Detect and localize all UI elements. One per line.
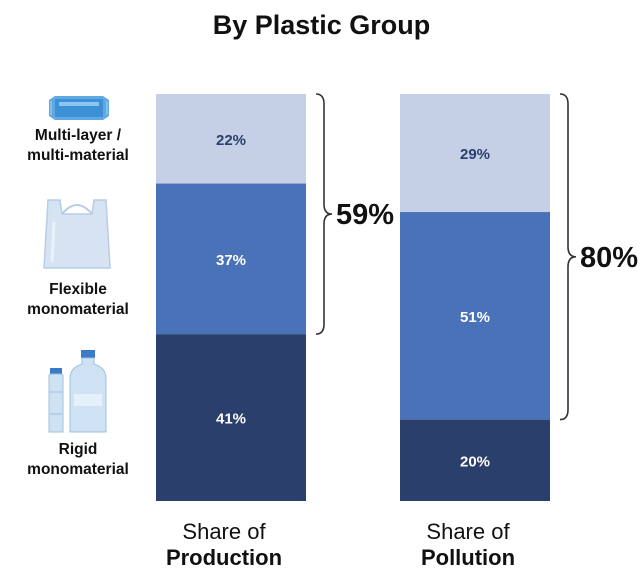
legend-label-multi-layer: Multi-layer / multi-material bbox=[8, 126, 148, 166]
bracket bbox=[315, 93, 333, 335]
legend-label-flexible: Flexible monomaterial bbox=[8, 280, 148, 320]
legend-label-line: monomaterial bbox=[27, 461, 129, 478]
legend-label-line: Rigid bbox=[58, 441, 98, 458]
bar-segment bbox=[400, 419, 550, 501]
bracket bbox=[559, 93, 577, 421]
bar-segment bbox=[156, 94, 306, 184]
plastic-wrapper-icon bbox=[49, 96, 109, 120]
category-label-line2: Production bbox=[165, 545, 283, 570]
category-label-line1: Share of bbox=[426, 519, 510, 544]
bar-value-label: 20% bbox=[460, 453, 490, 470]
bar-segment bbox=[400, 94, 550, 213]
bar-segment bbox=[400, 212, 550, 420]
plastic-bottles-icon bbox=[48, 350, 107, 433]
legend-label-line: Flexible bbox=[49, 281, 107, 298]
bar-segment bbox=[156, 334, 306, 501]
bar-value-label: 37% bbox=[216, 252, 246, 269]
bar-segment bbox=[156, 183, 306, 335]
bracket-total-label: 59% bbox=[336, 199, 394, 231]
bar-value-label: 22% bbox=[216, 132, 246, 149]
bar-value-label: 29% bbox=[460, 146, 490, 163]
bar-value-label: 41% bbox=[216, 411, 246, 428]
legend-label-line: Multi-layer / bbox=[34, 127, 122, 144]
plastic-bag-icon bbox=[43, 199, 111, 269]
legend-label-line: monomaterial bbox=[27, 301, 129, 318]
category-label-production: Share of Production bbox=[134, 519, 314, 571]
category-label-pollution: Share of Pollution bbox=[378, 519, 558, 571]
category-label-line1: Share of bbox=[182, 519, 266, 544]
bar-value-label: 51% bbox=[460, 309, 490, 326]
bracket-total-label: 80% bbox=[580, 242, 638, 274]
category-label-line2: Pollution bbox=[420, 545, 516, 570]
chart-title: By Plastic Group bbox=[212, 10, 431, 40]
legend-label-rigid: Rigid monomaterial bbox=[8, 440, 148, 480]
legend-label-line: multi-material bbox=[27, 147, 129, 164]
